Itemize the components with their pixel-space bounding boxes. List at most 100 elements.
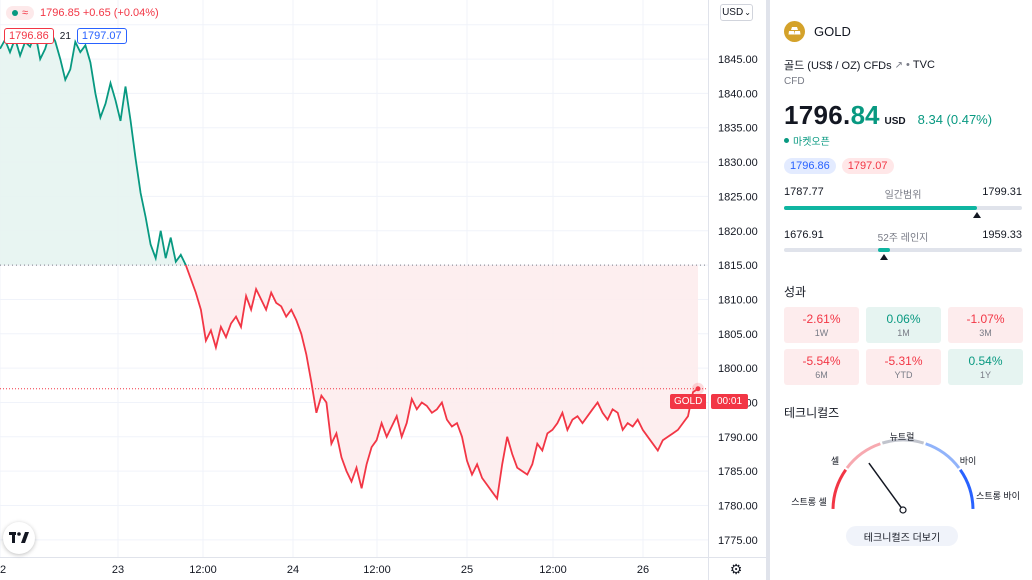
performance-value: -5.54% xyxy=(802,354,841,368)
wave-icon: ≈ xyxy=(22,7,29,19)
performance-period: YTD xyxy=(894,370,913,380)
symbol-details-panel: GOLD 골드 (US$ / OZ) CFDs ↗ • TVC CFD 1796… xyxy=(770,0,1032,580)
performance-period: 3M xyxy=(979,328,992,338)
price-chart[interactable]: 1845.00 1840.00 1835.00 1830.00 1825.00 1820.… xyxy=(0,0,766,580)
price-tick-label: 1835.00 xyxy=(718,123,758,135)
gauge-needle-pivot xyxy=(899,506,907,514)
quote-pills: 1796.86 1797.07 xyxy=(784,158,894,174)
gauge-label-strong-sell: 스트롱 셀 xyxy=(791,497,827,507)
area-fill-above-baseline xyxy=(0,31,698,266)
time-tick-label: 12:00 xyxy=(539,564,567,576)
time-tick-label: 2 xyxy=(0,564,6,576)
day-range-label: 일간범위 xyxy=(884,190,922,201)
exchange-name[interactable]: TVC xyxy=(912,59,935,71)
gauge-arc-buy xyxy=(925,442,961,469)
symbol-description-text: 골드 (US$ / OZ) CFDs xyxy=(784,60,892,72)
performance-title: 성과 xyxy=(784,285,807,299)
technicals-title: 테크니컬즈 xyxy=(784,406,840,420)
price-decimal: 84 xyxy=(850,100,880,130)
performance-period: 1W xyxy=(814,328,829,338)
price-tick-label: 1790.00 xyxy=(718,432,758,444)
panel-separator[interactable] xyxy=(766,0,770,580)
last-price-dot xyxy=(695,386,701,392)
separator-dot: • xyxy=(906,59,910,71)
time-tick-label: 24 xyxy=(287,564,299,576)
price-tick-label: 1845.00 xyxy=(718,54,758,66)
performance-value: 0.54% xyxy=(968,354,1003,368)
gear-icon[interactable]: ⚙ xyxy=(729,560,743,577)
external-link-icon[interactable]: ↗ xyxy=(894,59,904,71)
performance-cell-1m[interactable]: 0.06% 1M xyxy=(866,307,941,343)
price-tick-label: 1805.00 xyxy=(718,329,758,341)
price-tick-label: 1830.00 xyxy=(718,157,758,169)
gauge-label-sell: 셀 xyxy=(830,456,840,466)
symbol-header[interactable]: GOLD xyxy=(784,21,851,42)
performance-period: 6M xyxy=(815,370,828,380)
market-open-dot-icon xyxy=(784,138,789,143)
currency-select[interactable]: USD ⌄ xyxy=(720,4,753,21)
performance-period: 1Y xyxy=(979,370,991,380)
chart-pane[interactable]: 1845.00 1840.00 1835.00 1830.00 1825.00 1820.… xyxy=(0,0,766,580)
symbol-description: 골드 (US$ / OZ) CFDs ↗ • TVC xyxy=(784,57,935,73)
day-range-marker-icon xyxy=(972,212,981,218)
week52-range-track xyxy=(784,248,1022,252)
live-dot-icon xyxy=(12,10,18,16)
gauge-arc-strong-sell xyxy=(831,468,847,509)
time-tick-label: 12:00 xyxy=(363,564,391,576)
gauge-needle xyxy=(868,462,904,511)
chevron-down-icon: ⌄ xyxy=(744,8,751,17)
day-range: 1787.77 일간범위 1799.31 xyxy=(784,186,1022,218)
more-technicals-button[interactable]: 테크니컬즈 더보기 xyxy=(846,526,958,546)
ask-badge: 1797.07 xyxy=(841,158,894,174)
day-range-fill xyxy=(784,206,977,210)
last-price-row: 1796. 84 USD 8.34 (0.47%) xyxy=(784,100,992,131)
week52-range-high: 1959.33 xyxy=(982,229,1022,241)
market-status-label: 마켓오픈 xyxy=(793,137,830,148)
performance-value: -2.61% xyxy=(802,312,841,326)
price-tick-label: 1785.00 xyxy=(718,466,758,478)
price-tick-label: 1780.00 xyxy=(718,500,758,512)
week52-range-current xyxy=(877,248,890,252)
price-tag-countdown: 00:01 xyxy=(711,394,749,409)
bid-badge: 1796.86 xyxy=(784,158,836,174)
gauge-label-strong-buy: 스트롱 바이 xyxy=(976,491,1020,501)
price-tick-label: 1840.00 xyxy=(718,88,758,100)
spread-value: 21 xyxy=(59,30,71,42)
day-range-low: 1787.77 xyxy=(784,186,824,198)
gauge-arc-sell xyxy=(845,442,881,469)
performance-cell-1w[interactable]: -2.61% 1W xyxy=(784,307,859,343)
price-line-above-baseline xyxy=(0,29,187,266)
tradingview-logo-icon[interactable] xyxy=(3,522,35,554)
live-indicator[interactable]: ≈ xyxy=(6,6,35,20)
technicals-gauge xyxy=(831,438,975,514)
price-tick-label: 1800.00 xyxy=(718,363,758,375)
legend-value: 1796.85 +0.65 (+0.04%) xyxy=(40,7,159,19)
price-tag-symbol: GOLD xyxy=(670,394,707,409)
week52-range: 1676.91 52주 레인지 1959.33 xyxy=(784,229,1022,261)
day-range-high: 1799.31 xyxy=(982,186,1022,198)
bid-ask-row: 1796.86 21 1797.07 xyxy=(4,28,127,44)
gauge-label-buy: 바이 xyxy=(959,456,977,466)
performance-cell-1y[interactable]: 0.54% 1Y xyxy=(948,349,1023,385)
gauge-arc-strong-buy xyxy=(959,468,975,509)
gauge-label-neutral: 뉴트럴 xyxy=(889,432,915,442)
chart-bid-button[interactable]: 1796.86 xyxy=(4,28,54,44)
performance-period: 1M xyxy=(897,328,910,338)
price-currency: USD xyxy=(884,116,906,127)
week52-range-marker-icon xyxy=(879,254,888,260)
chart-legend: ≈ 1796.85 +0.65 (+0.04%) xyxy=(6,5,159,21)
price-tick-label: 1815.00 xyxy=(718,260,758,272)
chart-ask-button[interactable]: 1797.07 xyxy=(76,28,127,44)
time-tick-label: 25 xyxy=(461,564,473,576)
performance-cell-ytd[interactable]: -5.31% YTD xyxy=(866,349,941,385)
symbol-name: GOLD xyxy=(814,24,851,39)
gold-bars-icon xyxy=(784,21,805,42)
time-tick-label: 26 xyxy=(637,564,649,576)
gauge-arc-neutral xyxy=(881,438,925,445)
price-tick-label: 1820.00 xyxy=(718,226,758,238)
performance-cell-3m[interactable]: -1.07% 3M xyxy=(948,307,1023,343)
performance-value: 0.06% xyxy=(886,312,921,326)
performance-cell-6m[interactable]: -5.54% 6M xyxy=(784,349,859,385)
market-status: 마켓오픈 xyxy=(784,133,830,148)
price-change: 8.34 (0.47%) xyxy=(917,112,993,127)
